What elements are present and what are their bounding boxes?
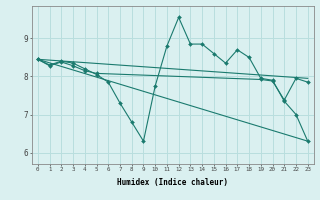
X-axis label: Humidex (Indice chaleur): Humidex (Indice chaleur)	[117, 178, 228, 187]
